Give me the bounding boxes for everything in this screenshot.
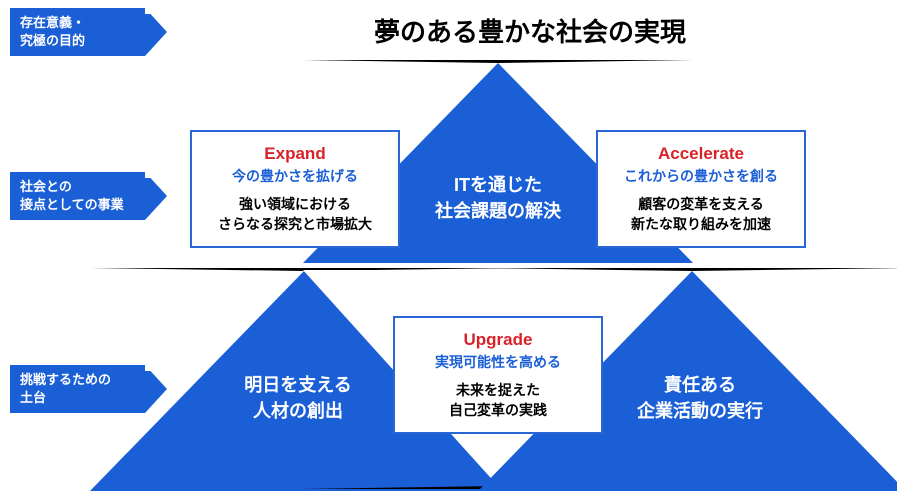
box-expand-subtitle: 今の豊かさを拡げる xyxy=(200,166,390,186)
box-upgrade: Upgrade 実現可能性を高める 未来を捉えた 自己変革の実践 xyxy=(393,316,603,434)
box-upgrade-keyword: Upgrade xyxy=(403,330,593,350)
triangle-left-text: 明日を支える 人材の創出 xyxy=(188,372,408,424)
side-arrow-purpose: 存在意義・ 究極の目的 xyxy=(10,8,145,56)
box-accelerate-keyword: Accelerate xyxy=(606,144,796,164)
side-arrow-label: 存在意義・ 究極の目的 xyxy=(20,14,85,49)
box-accelerate-subtitle: これからの豊かさを創る xyxy=(606,166,796,186)
side-arrow-label: 社会との 接点としての事業 xyxy=(20,178,124,213)
box-accelerate: Accelerate これからの豊かさを創る 顧客の変革を支える 新たな取り組み… xyxy=(596,130,806,248)
box-upgrade-body: 未来を捉えた 自己変革の実践 xyxy=(403,380,593,421)
box-expand: Expand 今の豊かさを拡げる 強い領域における さらなる探究と市場拡大 xyxy=(190,130,400,248)
triangle-top-text: ITを通じた 社会課題の解決 xyxy=(388,172,608,224)
box-expand-body: 強い領域における さらなる探究と市場拡大 xyxy=(200,194,390,235)
box-expand-keyword: Expand xyxy=(200,144,390,164)
box-accelerate-body: 顧客の変革を支える 新たな取り組みを加速 xyxy=(606,194,796,235)
side-arrow-business: 社会との 接点としての事業 xyxy=(10,172,145,220)
box-upgrade-subtitle: 実現可能性を高める xyxy=(403,352,593,372)
main-title: 夢のある豊かな社会の実現 xyxy=(230,12,830,49)
triangle-right-text: 責任ある 企業活動の実行 xyxy=(590,372,810,424)
